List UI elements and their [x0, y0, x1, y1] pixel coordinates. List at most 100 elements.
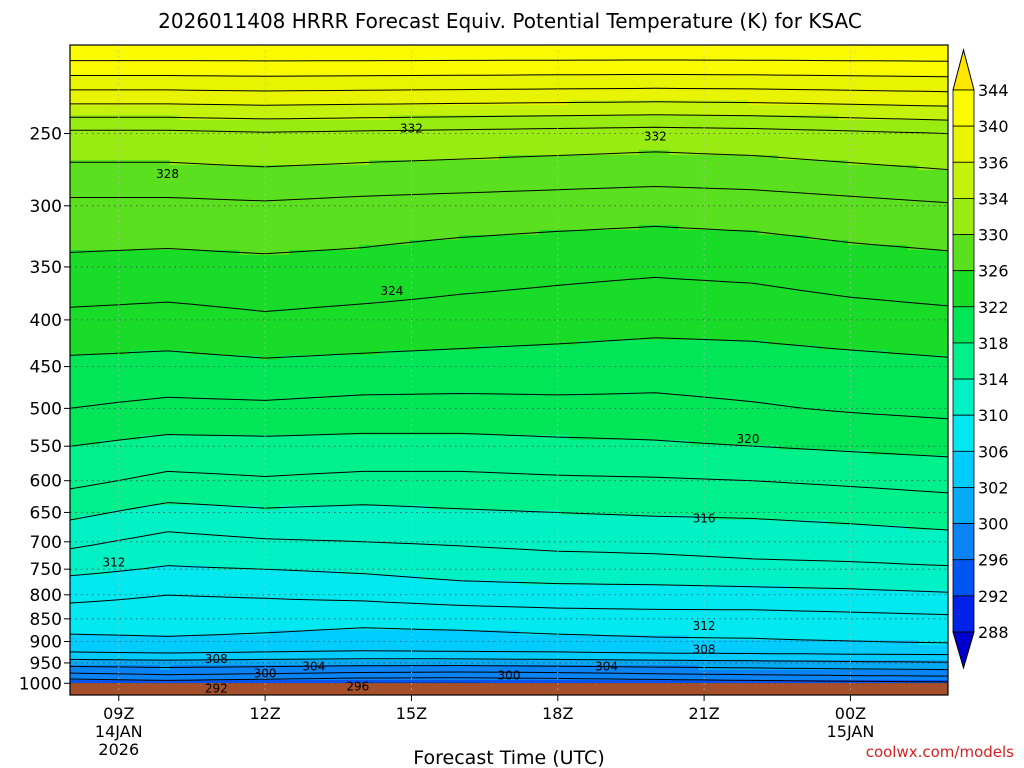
heatmap-cell	[439, 360, 450, 366]
heatmap-cell	[369, 85, 380, 91]
heatmap-cell	[259, 185, 271, 191]
heatmap-cell	[219, 605, 231, 611]
heatmap-cell	[219, 125, 231, 131]
heatmap-cell	[149, 150, 161, 156]
heatmap-cell	[279, 470, 291, 476]
heatmap-cell	[269, 435, 281, 441]
heatmap-cell	[359, 295, 370, 301]
heatmap-cell	[129, 605, 141, 611]
heatmap-cell	[339, 135, 350, 141]
heatmap-cell	[429, 650, 440, 656]
heatmap-cell	[389, 70, 400, 76]
heatmap-cell	[389, 190, 400, 196]
heatmap-cell	[139, 520, 151, 526]
heatmap-cell	[99, 660, 111, 666]
heatmap-cell	[169, 150, 181, 156]
heatmap-cell	[149, 495, 161, 501]
heatmap-cell	[379, 395, 390, 401]
heatmap-cell	[99, 215, 111, 221]
heatmap-cell	[199, 190, 211, 196]
heatmap-cell	[429, 585, 440, 591]
heatmap-cell	[139, 670, 151, 676]
heatmap-cell	[339, 550, 350, 556]
heatmap-cell	[299, 680, 311, 686]
heatmap-cell	[219, 370, 231, 376]
heatmap-cell	[209, 170, 221, 176]
heatmap-cell	[139, 440, 151, 446]
heatmap-cell	[149, 330, 161, 336]
heatmap-cell	[289, 345, 301, 351]
heatmap-cell	[379, 385, 390, 391]
heatmap-cell	[449, 285, 460, 291]
heatmap-cell	[319, 405, 331, 411]
heatmap-cell	[159, 630, 171, 636]
heatmap-cell	[439, 340, 450, 346]
heatmap-cell	[389, 305, 400, 311]
heatmap-cell	[149, 595, 161, 601]
heatmap-cell	[109, 375, 121, 381]
heatmap-cell	[70, 450, 81, 456]
heatmap-cell	[139, 445, 151, 451]
heatmap-cell	[89, 220, 101, 226]
heatmap-cell	[199, 385, 211, 391]
heatmap-cell	[79, 380, 91, 386]
heatmap-cell	[319, 180, 331, 186]
heatmap-cell	[229, 285, 241, 291]
heatmap-cell	[169, 130, 181, 136]
heatmap-cell	[359, 60, 370, 66]
heatmap-cell	[239, 365, 251, 371]
heatmap-cell	[339, 170, 350, 176]
heatmap-cell	[109, 130, 121, 136]
heatmap-cell	[259, 325, 271, 331]
heatmap-cell	[399, 645, 410, 651]
heatmap-cell	[359, 365, 370, 371]
heatmap-cell	[119, 440, 131, 446]
heatmap-cell	[439, 65, 450, 71]
heatmap-cell	[169, 360, 181, 366]
heatmap-cell	[79, 620, 91, 626]
heatmap-cell	[159, 80, 171, 86]
heatmap-cell	[389, 160, 400, 166]
heatmap-cell	[289, 370, 301, 376]
heatmap-cell	[129, 305, 141, 311]
heatmap-cell	[139, 415, 151, 421]
heatmap-cell	[209, 490, 221, 496]
heatmap-cell	[139, 640, 151, 646]
heatmap-cell	[199, 480, 211, 486]
heatmap-cell	[369, 355, 380, 361]
heatmap-cell	[339, 575, 350, 581]
heatmap-cell	[269, 385, 281, 391]
heatmap-cell	[379, 415, 390, 421]
heatmap-cell	[329, 300, 340, 306]
heatmap-cell	[89, 270, 101, 276]
heatmap-cell	[339, 660, 350, 666]
heatmap-cell	[79, 280, 91, 286]
heatmap-cell	[219, 150, 231, 156]
heatmap-cell	[279, 80, 291, 86]
heatmap-cell	[179, 415, 191, 421]
heatmap-cell	[379, 140, 390, 146]
heatmap-cell	[79, 165, 91, 171]
heatmap-cell	[389, 360, 400, 366]
heatmap-cell	[249, 45, 261, 51]
heatmap-cell	[209, 665, 221, 671]
heatmap-cell	[199, 220, 211, 226]
heatmap-cell	[209, 180, 221, 186]
heatmap-cell	[439, 120, 450, 126]
heatmap-cell	[319, 255, 331, 261]
heatmap-cell	[409, 220, 420, 226]
heatmap-cell	[89, 575, 101, 581]
heatmap-cell	[409, 350, 420, 356]
heatmap-cell	[109, 390, 121, 396]
heatmap-cell	[299, 625, 311, 631]
heatmap-cell	[179, 645, 191, 651]
heatmap-cell	[229, 115, 241, 121]
heatmap-cell	[219, 525, 231, 531]
heatmap-cell	[339, 530, 350, 536]
heatmap-cell	[389, 150, 400, 156]
heatmap-cell	[79, 290, 91, 296]
heatmap-cell	[70, 375, 81, 381]
heatmap-cell	[399, 320, 410, 326]
heatmap-cell	[239, 270, 251, 276]
heatmap-cell	[239, 605, 251, 611]
